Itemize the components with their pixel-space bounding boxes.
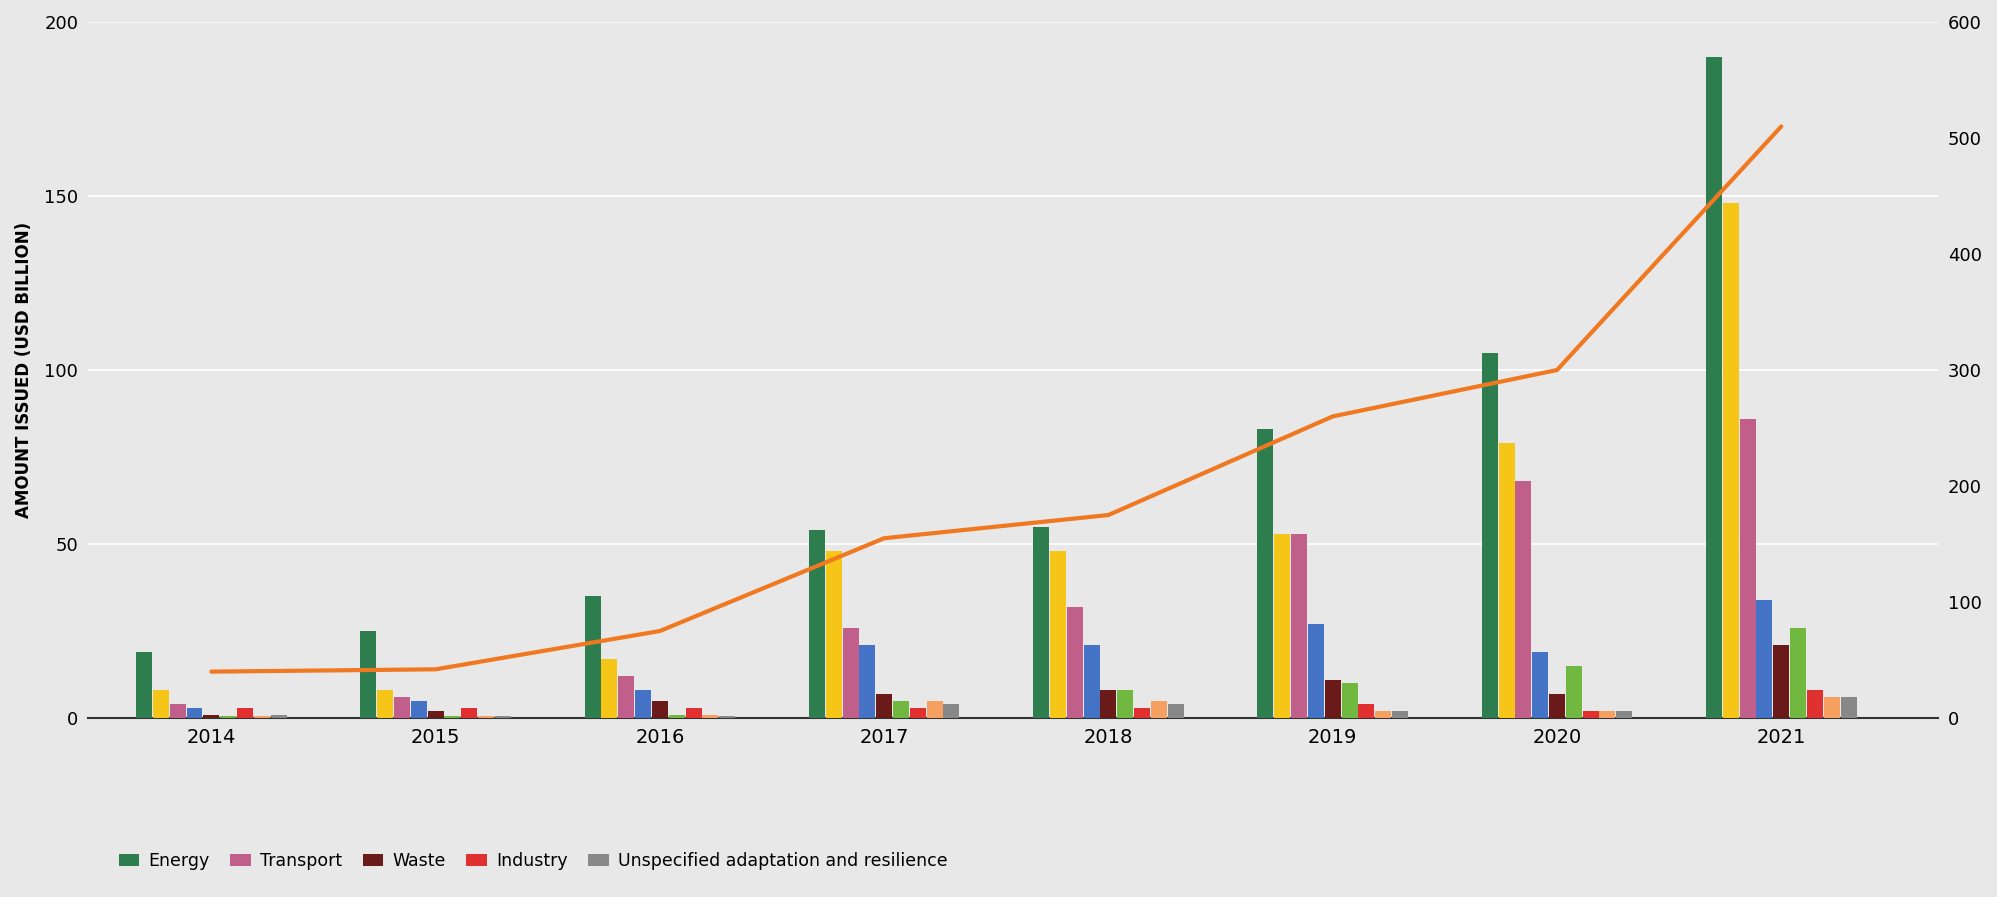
Bar [1150, 701, 1166, 718]
Bar [1274, 534, 1290, 718]
Bar [585, 597, 601, 718]
Bar [1550, 693, 1566, 718]
Bar [1482, 353, 1498, 718]
Bar [1342, 684, 1358, 718]
Bar [445, 717, 461, 718]
Bar [170, 704, 186, 718]
Bar [359, 631, 375, 718]
Bar [1100, 690, 1116, 718]
Bar [1532, 652, 1548, 718]
Bar [238, 708, 254, 718]
Bar [1358, 704, 1374, 718]
Bar [1324, 680, 1340, 718]
Bar [1566, 666, 1582, 718]
Bar [927, 701, 943, 718]
Bar [1050, 551, 1066, 718]
Bar [1723, 203, 1739, 718]
Bar [1292, 534, 1308, 718]
Bar [136, 652, 152, 718]
Bar [1841, 697, 1857, 718]
Bar [719, 717, 735, 718]
Bar [1789, 628, 1805, 718]
Bar [685, 708, 701, 718]
Bar [877, 693, 893, 718]
Bar [1134, 708, 1150, 718]
Bar [1392, 711, 1408, 718]
Bar [1376, 711, 1392, 718]
Bar [1807, 690, 1823, 718]
Bar [1584, 711, 1600, 718]
Bar [411, 701, 427, 718]
Bar [1516, 482, 1532, 718]
Bar [461, 708, 477, 718]
Bar [377, 690, 393, 718]
Bar [1616, 711, 1632, 718]
Bar [393, 697, 409, 718]
Bar [154, 690, 170, 718]
Bar [204, 715, 220, 718]
Bar [1757, 600, 1773, 718]
Bar [1773, 645, 1789, 718]
Bar [495, 717, 511, 718]
Y-axis label: AMOUNT ISSUED (USD BILLION): AMOUNT ISSUED (USD BILLION) [16, 222, 34, 518]
Bar [943, 704, 959, 718]
Bar [272, 715, 288, 718]
Bar [1498, 443, 1514, 718]
Bar [1705, 57, 1721, 718]
Bar [619, 676, 635, 718]
Bar [1084, 645, 1100, 718]
Bar [669, 715, 685, 718]
Bar [843, 628, 859, 718]
Bar [1032, 527, 1048, 718]
Bar [703, 715, 719, 718]
Bar [911, 708, 927, 718]
Bar [1168, 704, 1184, 718]
Bar [1823, 697, 1839, 718]
Legend: Energy, Transport, Waste, Industry, Unspecified adaptation and resilience: Energy, Transport, Waste, Industry, Unsp… [118, 852, 947, 870]
Bar [825, 551, 841, 718]
Bar [859, 645, 875, 718]
Bar [1258, 429, 1274, 718]
Bar [1066, 606, 1082, 718]
Bar [1600, 711, 1616, 718]
Bar [427, 711, 443, 718]
Bar [254, 717, 270, 718]
Bar [1116, 690, 1132, 718]
Bar [220, 717, 236, 718]
Bar [809, 530, 825, 718]
Bar [186, 708, 202, 718]
Bar [635, 690, 651, 718]
Bar [477, 717, 493, 718]
Bar [1308, 624, 1324, 718]
Bar [1739, 419, 1755, 718]
Bar [601, 659, 617, 718]
Bar [651, 701, 667, 718]
Bar [893, 701, 909, 718]
